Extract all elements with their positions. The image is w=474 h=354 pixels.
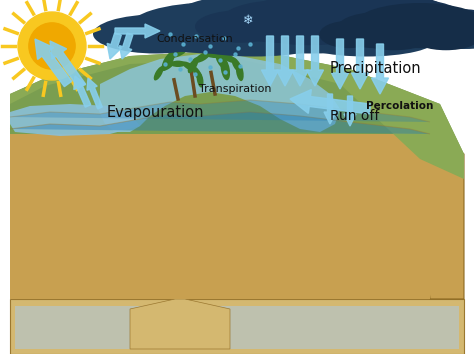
Polygon shape <box>10 49 464 179</box>
Ellipse shape <box>206 51 224 58</box>
Ellipse shape <box>255 18 365 45</box>
FancyArrow shape <box>74 76 91 107</box>
Polygon shape <box>10 104 140 136</box>
Ellipse shape <box>250 0 450 39</box>
Ellipse shape <box>170 61 186 67</box>
FancyArrow shape <box>87 78 102 109</box>
Ellipse shape <box>184 43 206 52</box>
FancyArrow shape <box>344 96 356 126</box>
Ellipse shape <box>182 18 237 46</box>
Polygon shape <box>15 306 459 349</box>
Polygon shape <box>10 112 430 134</box>
Ellipse shape <box>115 19 175 49</box>
Polygon shape <box>430 134 464 299</box>
Ellipse shape <box>130 11 230 46</box>
Ellipse shape <box>153 12 243 50</box>
Ellipse shape <box>133 32 188 51</box>
FancyArrow shape <box>324 94 336 124</box>
Ellipse shape <box>420 9 474 39</box>
FancyArrow shape <box>115 24 160 38</box>
Ellipse shape <box>302 19 363 46</box>
Ellipse shape <box>219 52 236 63</box>
Polygon shape <box>130 299 230 349</box>
Ellipse shape <box>177 23 331 57</box>
Ellipse shape <box>194 52 210 63</box>
FancyArrow shape <box>119 33 133 59</box>
Ellipse shape <box>198 8 422 53</box>
Circle shape <box>29 23 75 69</box>
Ellipse shape <box>254 11 336 46</box>
FancyArrow shape <box>276 36 293 86</box>
Ellipse shape <box>201 45 220 58</box>
FancyArrow shape <box>372 44 389 94</box>
Ellipse shape <box>408 13 474 49</box>
Ellipse shape <box>220 0 340 43</box>
Ellipse shape <box>319 21 378 48</box>
Ellipse shape <box>336 12 413 48</box>
Ellipse shape <box>102 27 147 49</box>
Text: Precipitation: Precipitation <box>329 62 421 76</box>
Ellipse shape <box>231 57 242 73</box>
Polygon shape <box>10 299 464 354</box>
Ellipse shape <box>179 27 261 52</box>
Circle shape <box>18 12 86 80</box>
Ellipse shape <box>195 10 285 43</box>
Ellipse shape <box>162 51 175 70</box>
FancyArrow shape <box>262 36 279 86</box>
FancyArrow shape <box>307 36 323 86</box>
Polygon shape <box>10 49 464 154</box>
Ellipse shape <box>93 15 219 53</box>
Ellipse shape <box>368 17 472 48</box>
Polygon shape <box>10 100 430 122</box>
FancyArrow shape <box>50 41 85 88</box>
Ellipse shape <box>423 11 474 45</box>
Ellipse shape <box>355 0 465 39</box>
FancyArrow shape <box>290 90 371 114</box>
Ellipse shape <box>270 5 430 43</box>
FancyArrow shape <box>352 39 368 89</box>
Ellipse shape <box>128 2 296 53</box>
Ellipse shape <box>243 27 318 52</box>
Ellipse shape <box>340 18 440 45</box>
Ellipse shape <box>215 25 255 46</box>
Ellipse shape <box>197 72 203 87</box>
Text: Evapouration: Evapouration <box>106 104 204 120</box>
Ellipse shape <box>358 27 430 50</box>
Ellipse shape <box>465 20 474 45</box>
Ellipse shape <box>154 66 164 80</box>
Ellipse shape <box>175 32 225 51</box>
Ellipse shape <box>220 58 230 80</box>
Ellipse shape <box>236 63 244 81</box>
Ellipse shape <box>134 21 201 50</box>
Ellipse shape <box>355 3 474 45</box>
Polygon shape <box>98 54 340 132</box>
FancyArrow shape <box>331 39 348 89</box>
Ellipse shape <box>190 16 310 50</box>
FancyArrow shape <box>107 33 121 59</box>
Ellipse shape <box>188 57 199 73</box>
Polygon shape <box>10 134 464 299</box>
Text: Percolation: Percolation <box>366 101 434 111</box>
Ellipse shape <box>215 51 228 70</box>
Text: Transpiration: Transpiration <box>199 84 271 94</box>
Ellipse shape <box>317 1 471 49</box>
Ellipse shape <box>170 45 190 58</box>
Text: ❄: ❄ <box>243 13 253 27</box>
Ellipse shape <box>160 62 174 71</box>
Ellipse shape <box>175 1 325 46</box>
Text: Run off: Run off <box>330 109 380 123</box>
Ellipse shape <box>182 62 196 71</box>
FancyArrow shape <box>35 39 72 87</box>
Ellipse shape <box>192 66 202 80</box>
Ellipse shape <box>296 23 436 57</box>
Ellipse shape <box>170 0 450 49</box>
Ellipse shape <box>413 27 474 50</box>
Ellipse shape <box>140 23 220 49</box>
Text: Condensation: Condensation <box>156 34 233 44</box>
FancyArrow shape <box>292 36 309 86</box>
